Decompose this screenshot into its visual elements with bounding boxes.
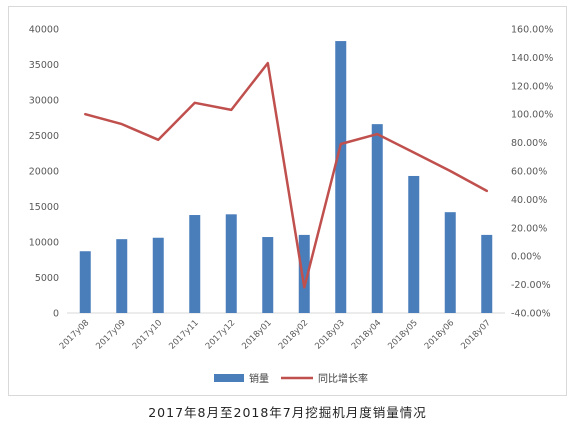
y-left-tick-label: 5000 (35, 273, 59, 284)
y-left-tick-label: 20000 (29, 167, 59, 178)
y-left-tick-label: 40000 (29, 25, 59, 36)
bar-sales (262, 237, 274, 313)
bar-sales (371, 124, 383, 313)
bar-sales (335, 41, 347, 313)
line-yoy-growth (84, 61, 489, 289)
legend-label-sales: 销量 (249, 372, 269, 385)
bar-sales (481, 234, 493, 313)
x-tick-label: 2018y07 (459, 318, 493, 352)
y-right-tick-label: 140.00% (511, 53, 553, 64)
legend-label-growth: 同比增长率 (318, 372, 368, 385)
x-tick-label: 2017y09 (94, 318, 128, 352)
y-left-tick-label: 10000 (29, 238, 59, 249)
x-tick-label: 2017y08 (58, 318, 92, 352)
x-tick-label: 2018y03 (313, 318, 347, 352)
y-right-tick-label: 20.00% (511, 223, 547, 234)
y-right-tick-label: 100.00% (511, 110, 553, 121)
y-left-tick-label: 30000 (29, 96, 59, 107)
chart-frame: 0 5000 10000 15000 20000 25000 30000 35000 40000… (8, 6, 567, 396)
bar-sales (79, 251, 91, 313)
bar-sales (116, 239, 128, 313)
y-right-tick-label: 160.00% (511, 25, 553, 36)
y-right-tick-label: 0.00% (511, 252, 541, 263)
y-right-tick-label: 40.00% (511, 195, 547, 206)
y-left-tick-label: 35000 (29, 60, 59, 71)
x-tick-label: 2018y06 (423, 318, 457, 352)
x-tick-label: 2017y10 (131, 318, 165, 352)
x-tick-label: 2017y11 (167, 318, 201, 352)
y-left-tick-label: 25000 (29, 131, 59, 142)
bar-sales (444, 212, 456, 313)
x-tick-label: 2018y05 (386, 318, 420, 352)
bar-sales (298, 234, 310, 313)
bar-sales (152, 237, 164, 313)
y-left-tick-label: 15000 (29, 202, 59, 213)
chart-caption: 2017年8月至2018年7月挖掘机月度销量情况 (148, 405, 427, 420)
x-tick-label: 2018y04 (350, 318, 384, 352)
bar-sales (408, 175, 420, 313)
x-tick-label: 2018y01 (240, 318, 274, 352)
legend-swatch-sales (214, 374, 244, 382)
x-tick-label: 2018y02 (277, 318, 311, 352)
bar-sales (189, 215, 201, 313)
x-tick-label: 2017y12 (204, 318, 238, 352)
y-right-tick-label: -40.00% (511, 309, 551, 320)
y-right-tick-label: 80.00% (511, 138, 547, 149)
combo-chart: 0 5000 10000 15000 20000 25000 30000 35000 40000… (29, 25, 554, 386)
y-right-tick-label: -20.00% (511, 280, 551, 291)
y-right-tick-label: 120.00% (511, 81, 553, 92)
y-left-tick-label: 0 (53, 309, 59, 320)
y-right-tick-label: 60.00% (511, 167, 547, 178)
bar-sales (225, 214, 237, 313)
